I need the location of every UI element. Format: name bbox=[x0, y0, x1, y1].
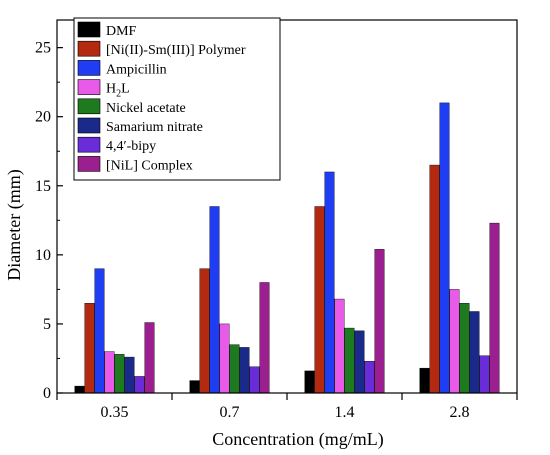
bar--nil-complex-2.8 bbox=[489, 222, 500, 394]
legend-swatch bbox=[77, 117, 101, 134]
legend-label: Nickel acetate bbox=[106, 101, 186, 116]
legend-label: [NiL] Complex bbox=[106, 158, 193, 173]
bar-dmf-0.35 bbox=[74, 385, 85, 394]
legend: DMF [Ni(II)-Sm(III)] Polymer Ampicillin H2L… bbox=[73, 17, 281, 181]
legend-label: Samarium nitrate bbox=[106, 120, 203, 135]
y-tick-label: 10 bbox=[35, 247, 51, 264]
bar-h2l-0.35 bbox=[104, 351, 115, 394]
legend-label: H2L bbox=[106, 82, 130, 100]
y-axis-title: Diameter (mm) bbox=[4, 169, 25, 280]
legend-box bbox=[73, 17, 281, 181]
x-tick-label: 1.4 bbox=[335, 404, 355, 421]
legend-swatch bbox=[77, 60, 101, 76]
x-tick-label: 0.7 bbox=[220, 404, 240, 421]
bar-4-4-bipy-1.4 bbox=[364, 361, 375, 394]
bar-ampicillin-1.4 bbox=[324, 171, 335, 394]
legend-swatch bbox=[77, 21, 101, 38]
legend-label: DMF bbox=[106, 24, 137, 39]
y-tick-label: 20 bbox=[35, 109, 51, 126]
bar-nickel-acetate-0.35 bbox=[114, 354, 125, 394]
bar-dmf-0.7 bbox=[189, 380, 200, 394]
legend-swatch bbox=[77, 136, 101, 153]
bar-4-4-bipy-0.35 bbox=[134, 376, 145, 394]
bar--nil-complex-0.35 bbox=[144, 322, 155, 394]
bars-group bbox=[74, 102, 500, 394]
y-tick-label: 25 bbox=[35, 40, 51, 57]
bar-ampicillin-0.7 bbox=[209, 206, 220, 394]
legend-swatch bbox=[77, 79, 101, 95]
bar-dmf-2.8 bbox=[419, 367, 430, 394]
bar-h2l-1.4 bbox=[334, 298, 345, 394]
bar-samarium-nitrate-0.35 bbox=[124, 356, 135, 394]
x-axis-title: Concentration (mg/mL) bbox=[212, 429, 383, 450]
bar-h2l-2.8 bbox=[449, 289, 460, 394]
bar--ni-ii-sm-iii-polymer-0.35 bbox=[84, 303, 95, 394]
x-tick-label: 0.35 bbox=[101, 404, 129, 421]
legend-swatch bbox=[77, 156, 101, 172]
bar-nickel-acetate-2.8 bbox=[459, 303, 470, 394]
bar-4-4-bipy-2.8 bbox=[479, 355, 490, 394]
bar-samarium-nitrate-1.4 bbox=[354, 330, 365, 394]
legend-label: Ampicillin bbox=[106, 62, 167, 77]
y-tick-label: 5 bbox=[43, 316, 51, 333]
y-tick-label: 0 bbox=[43, 385, 51, 402]
bar--ni-ii-sm-iii-polymer-2.8 bbox=[429, 164, 440, 394]
bar-4-4-bipy-0.7 bbox=[249, 366, 260, 394]
bar--nil-complex-0.7 bbox=[259, 282, 270, 394]
bar--ni-ii-sm-iii-polymer-1.4 bbox=[314, 206, 325, 394]
legend-label: [Ni(II)-Sm(III)] Polymer bbox=[106, 43, 246, 58]
legend-swatch bbox=[77, 40, 101, 57]
bar--ni-ii-sm-iii-polymer-0.7 bbox=[199, 268, 210, 394]
bar-h2l-0.7 bbox=[219, 323, 230, 394]
ticks-group: 0 5 10 15 20 25 0.35 0.7 1.4 2.8 bbox=[35, 40, 518, 421]
bar--nil-complex-1.4 bbox=[374, 249, 385, 394]
bar-dmf-1.4 bbox=[304, 370, 315, 394]
bar-nickel-acetate-1.4 bbox=[344, 327, 355, 394]
legend-swatch bbox=[77, 98, 101, 115]
bar-samarium-nitrate-2.8 bbox=[469, 311, 480, 394]
bar-ampicillin-0.35 bbox=[94, 268, 105, 394]
bar-nickel-acetate-0.7 bbox=[229, 344, 240, 394]
x-tick-label: 2.8 bbox=[450, 404, 470, 421]
bar-samarium-nitrate-0.7 bbox=[239, 347, 250, 394]
bar-ampicillin-2.8 bbox=[439, 102, 450, 394]
legend-label: 4,4′-bipy bbox=[106, 139, 156, 154]
y-tick-label: 15 bbox=[35, 178, 51, 195]
